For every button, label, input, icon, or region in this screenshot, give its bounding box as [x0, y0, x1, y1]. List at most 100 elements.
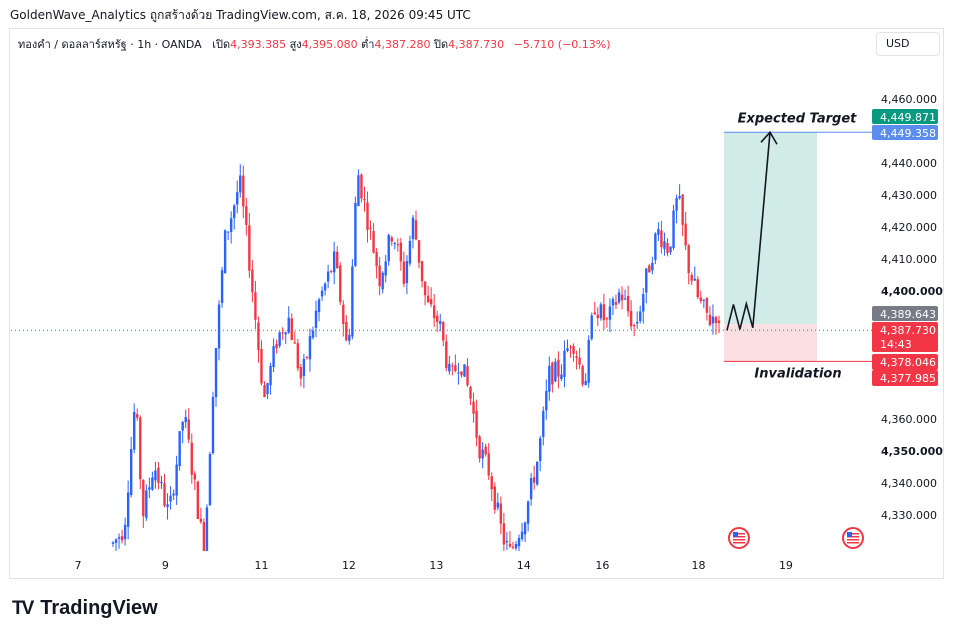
y-tick-label: 4,360.000 — [881, 413, 937, 426]
candle-body — [551, 363, 553, 385]
candle-body — [221, 270, 223, 303]
candle-body — [621, 295, 623, 301]
candle-body — [372, 231, 374, 253]
candle-body — [375, 252, 377, 266]
x-tick-label: 9 — [162, 559, 169, 572]
candle-body — [430, 299, 432, 304]
candle-body — [624, 298, 626, 299]
candle-body — [545, 391, 547, 410]
candle-body — [354, 203, 356, 266]
candle-body — [718, 321, 720, 323]
candle-body — [348, 335, 350, 341]
candle-body — [475, 411, 477, 438]
candle-body — [600, 304, 602, 318]
candle-body — [706, 298, 708, 313]
candle-body — [663, 241, 665, 249]
candle-body — [321, 291, 323, 297]
candle-body — [497, 503, 499, 508]
candle-body — [594, 312, 596, 314]
candle-body — [391, 238, 393, 242]
candle-body — [127, 493, 129, 527]
candle-body — [694, 279, 696, 281]
candle-body — [578, 358, 580, 365]
candle-body — [163, 483, 165, 505]
candle-body — [260, 349, 262, 383]
candle-body — [597, 315, 599, 318]
candle-body — [463, 364, 465, 376]
candle-body — [709, 315, 711, 325]
candle-body — [357, 175, 359, 206]
candle-body — [369, 228, 371, 229]
candle-body — [151, 477, 153, 489]
candle-body — [560, 375, 562, 380]
candle-body — [345, 322, 347, 340]
candle-body — [327, 272, 329, 282]
candle-body — [542, 411, 544, 437]
candle-body — [351, 266, 353, 336]
flag-stripe — [847, 539, 859, 541]
candle-body — [512, 547, 514, 548]
candle-body — [133, 412, 135, 450]
candle-body — [509, 544, 511, 547]
candle-body — [418, 240, 420, 262]
target-zone — [724, 132, 817, 324]
us-flag-event-icon — [843, 528, 863, 548]
candle-body — [130, 449, 132, 495]
candle-body — [557, 360, 559, 377]
candle-body — [584, 381, 586, 385]
candle-body — [527, 501, 529, 523]
candles — [112, 164, 720, 567]
candle-body — [688, 245, 690, 273]
y-tick-label: 4,400.000 — [881, 285, 943, 298]
candle-body — [212, 397, 214, 453]
candle-body — [681, 195, 683, 225]
candle-body — [188, 419, 190, 439]
candle-body — [591, 315, 593, 338]
candle-body — [136, 414, 138, 418]
us-flag-event-icon — [729, 528, 749, 548]
y-tick-label: 4,350.000 — [881, 445, 943, 458]
candle-body — [439, 321, 441, 324]
countdown-text: 14:43 — [880, 338, 912, 351]
candle-body — [548, 366, 550, 392]
candle-body — [494, 486, 496, 509]
target-line-price-tag-text: 4,449.358 — [880, 127, 936, 140]
candle-body — [575, 356, 577, 358]
candle-body — [300, 367, 302, 379]
candle-body — [400, 243, 402, 262]
candle-body — [175, 465, 177, 496]
candle-body — [530, 478, 532, 499]
candle-body — [697, 279, 699, 297]
tradingview-logo[interactable]: TV TradingView — [12, 597, 158, 620]
flag-stripe — [733, 539, 745, 541]
candle-body — [121, 536, 123, 540]
candle-body — [342, 305, 344, 324]
candle-body — [703, 300, 705, 301]
candle-body — [324, 284, 326, 291]
candle-body — [360, 175, 362, 199]
x-tick-label: 13 — [429, 559, 443, 572]
candle-body — [606, 318, 608, 319]
candle-body — [642, 294, 644, 311]
candle-body — [524, 523, 526, 535]
candle-body — [251, 270, 253, 292]
candle-body — [309, 336, 311, 359]
candle-body — [533, 477, 535, 483]
candle-body — [278, 332, 280, 346]
candle-body — [218, 304, 220, 348]
x-tick-label: 18 — [692, 559, 706, 572]
candle-body — [712, 317, 714, 324]
candle-body — [160, 482, 162, 483]
candle-body — [297, 343, 299, 368]
candle-body — [336, 252, 338, 268]
candle-body — [427, 296, 429, 302]
candle-body — [254, 292, 256, 319]
candle-body — [615, 302, 617, 305]
y-tick-label: 4,330.000 — [881, 509, 937, 522]
candle-body — [269, 366, 271, 385]
candle-body — [154, 471, 156, 481]
x-tick-label: 16 — [595, 559, 609, 572]
candle-body — [700, 297, 702, 301]
candle-body — [500, 504, 502, 524]
